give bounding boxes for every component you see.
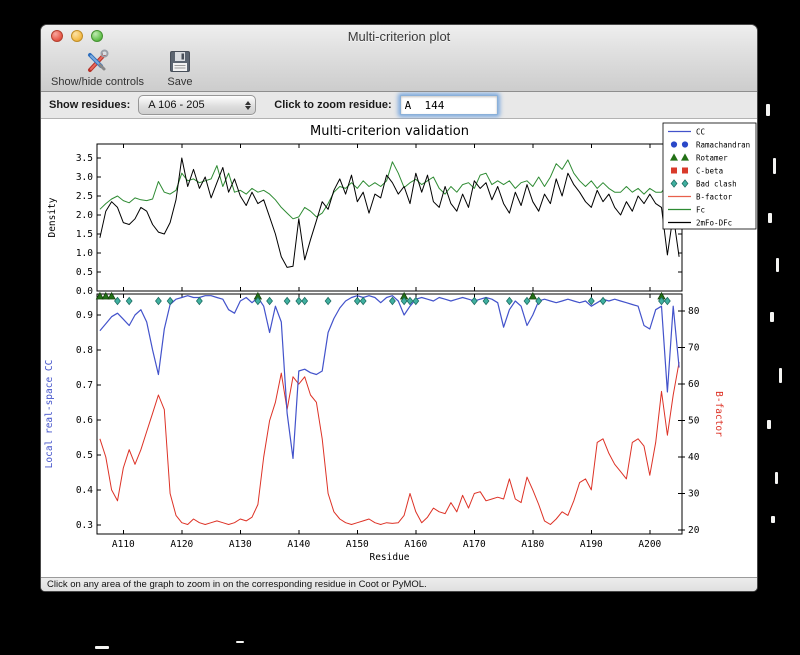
svg-text:0.5: 0.5 xyxy=(76,267,93,278)
svg-text:Local real-space CC: Local real-space CC xyxy=(44,360,55,469)
traffic-lights xyxy=(51,30,103,42)
toolbar-button-label: Save xyxy=(167,76,193,88)
tools-icon xyxy=(88,49,109,72)
svg-text:2.5: 2.5 xyxy=(76,191,93,202)
svg-text:30: 30 xyxy=(688,489,700,500)
screen-artifact xyxy=(95,646,109,649)
svg-text:1.5: 1.5 xyxy=(76,229,93,240)
svg-text:0.0: 0.0 xyxy=(76,286,93,297)
window-title: Multi-criterion plot xyxy=(347,28,451,44)
screen-artifact xyxy=(236,641,244,643)
svg-text:Fc: Fc xyxy=(696,205,705,214)
svg-text:0.7: 0.7 xyxy=(76,380,93,391)
svg-text:A190: A190 xyxy=(580,539,603,550)
svg-text:A130: A130 xyxy=(229,539,252,550)
svg-text:0.5: 0.5 xyxy=(76,450,93,461)
svg-text:Residue: Residue xyxy=(369,552,409,563)
svg-text:20: 20 xyxy=(688,525,700,536)
zoom-residue-input[interactable] xyxy=(399,95,498,115)
screen-artifact xyxy=(776,258,779,272)
svg-text:Multi-criterion validation: Multi-criterion validation xyxy=(310,124,469,139)
show-hide-controls-button[interactable]: Show/hide controls xyxy=(47,48,148,88)
save-button[interactable]: Save xyxy=(162,48,198,88)
titlebar[interactable]: Multi-criterion plot xyxy=(41,25,757,47)
svg-text:0.9: 0.9 xyxy=(76,310,93,321)
screen-artifact xyxy=(768,213,772,223)
svg-text:0.6: 0.6 xyxy=(76,415,93,426)
zoom-button[interactable] xyxy=(91,30,103,42)
svg-text:2mFo-DFc: 2mFo-DFc xyxy=(696,218,732,227)
status-text: Click on any area of the graph to zoom i… xyxy=(47,579,427,590)
plot-region: Multi-criterion validation A110 A120 A130 A1… xyxy=(41,119,757,577)
svg-text:A140: A140 xyxy=(287,539,310,550)
svg-text:A170: A170 xyxy=(463,539,486,550)
screen-artifact xyxy=(767,420,771,429)
screen-artifact xyxy=(766,104,770,116)
svg-text:70: 70 xyxy=(688,343,700,354)
multi-criterion-plot-canvas[interactable]: Multi-criterion validation A110 A120 A130 A1… xyxy=(41,119,757,577)
svg-text:3.0: 3.0 xyxy=(76,172,93,183)
svg-text:C-beta: C-beta xyxy=(696,166,723,175)
screen-artifact xyxy=(771,516,775,523)
zoom-residue-label: Click to zoom residue: xyxy=(274,99,392,111)
svg-text:A110: A110 xyxy=(112,539,135,550)
svg-text:0.8: 0.8 xyxy=(76,345,93,356)
screen-artifact xyxy=(779,368,782,383)
svg-text:1.0: 1.0 xyxy=(76,248,93,259)
residue-range-dropdown[interactable]: A 106 - 205 xyxy=(138,95,257,115)
minimize-button[interactable] xyxy=(71,30,83,42)
svg-text:0.3: 0.3 xyxy=(76,520,93,531)
svg-text:2.0: 2.0 xyxy=(76,210,93,221)
residue-range-value: A 106 - 205 xyxy=(148,99,205,111)
svg-text:80: 80 xyxy=(688,306,700,317)
svg-text:A120: A120 xyxy=(170,539,193,550)
svg-text:50: 50 xyxy=(688,416,700,427)
svg-text:Ramachandran: Ramachandran xyxy=(696,140,750,149)
screen-artifact xyxy=(775,472,778,484)
svg-text:B-factor: B-factor xyxy=(713,391,724,437)
save-icon xyxy=(169,51,190,72)
stepper-icon xyxy=(245,100,252,110)
toolbar: Show/hide controls Save xyxy=(41,47,757,88)
close-button[interactable] xyxy=(51,30,63,42)
svg-text:A180: A180 xyxy=(521,539,544,550)
status-bar: Click on any area of the graph to zoom i… xyxy=(41,577,757,591)
svg-text:Bad clash: Bad clash xyxy=(696,179,737,188)
svg-text:CC: CC xyxy=(696,127,705,136)
toolbar-button-label: Show/hide controls xyxy=(51,76,144,88)
window-chrome: Multi-criterion plot Show/hide controls xyxy=(41,25,757,92)
svg-text:Density: Density xyxy=(47,197,58,237)
svg-text:3.5: 3.5 xyxy=(76,153,93,164)
svg-text:A150: A150 xyxy=(346,539,369,550)
svg-text:B-factor: B-factor xyxy=(696,192,733,201)
multi-criterion-plot-window: Multi-criterion plot Show/hide controls xyxy=(41,25,757,591)
screen-artifact xyxy=(773,158,776,174)
show-residues-label: Show residues: xyxy=(49,99,131,111)
screen-artifact xyxy=(770,312,774,322)
controls-bar: Show residues: A 106 - 205 Click to zoom… xyxy=(41,92,757,119)
svg-text:A200: A200 xyxy=(638,539,661,550)
svg-text:A160: A160 xyxy=(404,539,427,550)
svg-text:60: 60 xyxy=(688,379,700,390)
svg-text:0.4: 0.4 xyxy=(76,485,93,496)
svg-text:40: 40 xyxy=(688,452,700,463)
svg-text:Rotamer: Rotamer xyxy=(696,153,728,162)
